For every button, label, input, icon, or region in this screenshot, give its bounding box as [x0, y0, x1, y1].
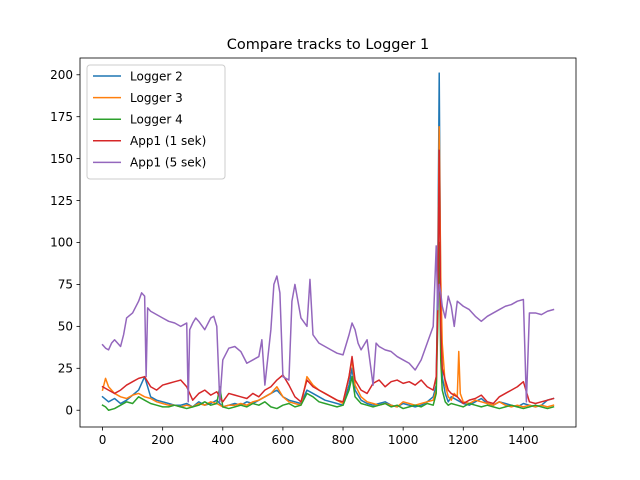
series-lines — [101, 72, 555, 411]
x-tick-label-6: 1200 — [448, 433, 479, 447]
x-tick-label-5: 1000 — [388, 433, 419, 447]
y-tick-label-0: 0 — [65, 403, 73, 417]
axes: 0 200 400 600 800 1000 1200 1400 0 25 50 75 100 125 15… — [50, 57, 577, 447]
y-tick-label-4: 100 — [50, 236, 73, 250]
legend: Logger 2 Logger 3 Logger 4 App1 (1 sek) App1… — [86, 64, 226, 180]
legend-box — [86, 64, 226, 180]
series-line-5 — [101, 245, 555, 403]
chart-title: Compare tracks to Logger 1 — [227, 37, 429, 53]
x-tick-label-1: 200 — [151, 433, 174, 447]
y-tick-label-3: 75 — [58, 278, 73, 292]
x-tick-label-3: 600 — [271, 433, 294, 447]
series-line-4 — [101, 149, 555, 405]
y-tick-label-1: 25 — [58, 361, 73, 375]
y-tick-label-6: 150 — [50, 152, 73, 166]
x-tick-label-4: 800 — [332, 433, 355, 447]
x-tick-label-2: 400 — [211, 433, 234, 447]
series-line-1 — [101, 72, 555, 408]
y-tick-label-8: 200 — [50, 68, 73, 82]
y-tick-label-2: 50 — [58, 320, 73, 334]
legend-label-2: Logger 3 — [130, 91, 183, 105]
y-tick-label-5: 125 — [50, 194, 73, 208]
legend-label-3: Logger 4 — [130, 113, 183, 127]
series-line-3 — [101, 241, 555, 411]
legend-label-5: App1 (5 sek) — [130, 156, 206, 170]
x-tick-label-7: 1400 — [508, 433, 539, 447]
x-tick-label-0: 0 — [99, 433, 107, 447]
y-tick-label-7: 175 — [50, 110, 73, 124]
legend-label-1: Logger 2 — [130, 69, 183, 83]
legend-label-4: App1 (1 sek) — [130, 134, 206, 148]
